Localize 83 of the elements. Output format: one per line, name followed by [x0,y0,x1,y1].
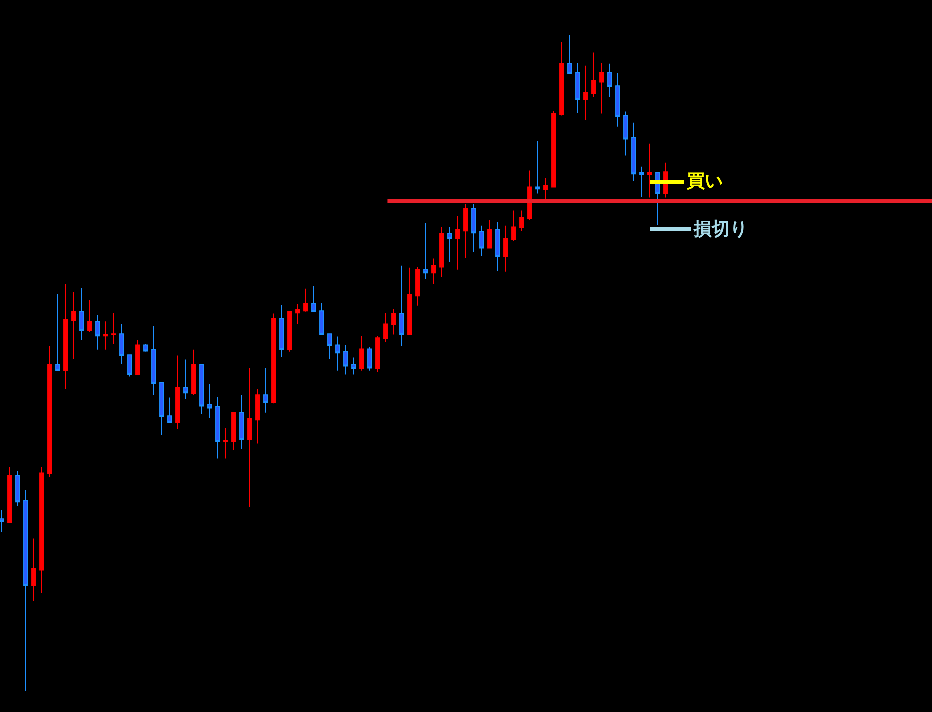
candlestick [312,286,316,312]
candlestick [496,221,500,272]
candlestick [472,204,476,253]
candlestick [88,300,92,333]
candlestick [344,344,348,376]
text: 損切り [693,219,748,240]
candlestick [632,122,636,182]
candlestick [64,284,68,390]
candlestick [168,397,172,424]
candlestick [240,394,244,450]
candlestick [320,302,324,336]
candlestick [384,312,388,343]
candlestick [200,364,204,415]
candlestick [296,303,300,325]
candlestick [120,324,124,365]
candlestick [328,334,332,360]
candlestick [504,225,508,272]
candlestick [144,343,148,352]
candlestick [512,210,516,242]
candlestick [576,62,580,114]
candlestick [272,313,276,404]
candlestick [192,349,196,396]
candlestick [184,359,188,400]
candlestick [8,466,12,524]
candlestick [552,110,556,188]
candlestick [40,466,44,594]
candlestick [136,340,140,376]
candlestick [392,308,396,336]
candlestick [480,225,484,257]
candlestick [376,336,380,373]
candlestick [648,143,652,198]
candlestick [256,388,260,444]
candlestick [336,336,340,372]
candlestick [616,72,620,128]
candlestick [440,226,444,278]
candlestick [448,226,452,262]
candlestick [32,538,36,602]
candlestick [96,314,100,350]
candlestick [152,326,156,396]
candlestick [464,204,468,259]
candlestick [360,336,364,372]
candlestick [568,35,572,74]
candlestick [456,216,460,270]
candlestick [368,346,372,372]
candlestick [280,304,284,358]
candlestick [160,382,164,436]
candlestick [0,509,4,533]
candlestick [416,266,420,306]
candlestick [432,258,436,285]
candlestick [560,42,564,116]
candlestick [520,210,524,232]
candlestick [16,470,20,507]
candlestick [48,345,52,478]
candlestick [544,178,548,200]
candlestick [80,288,84,341]
candlestick [288,310,292,352]
candlestick [248,368,252,508]
candlestick [176,355,180,430]
candlestick [400,265,404,346]
candlestick [72,292,76,360]
candlestick [24,490,28,691]
candlestick [304,288,308,312]
candlestick [624,111,628,156]
candlestick [104,321,108,350]
candlestick [208,383,212,419]
candlestick [488,219,492,249]
candlestick [112,312,116,344]
candlestick [600,62,604,114]
candlestick [592,52,596,98]
candlestick [640,166,644,198]
candlestick [408,267,412,336]
candlestick [584,65,588,121]
candlestick [264,368,268,414]
candlestick [352,357,356,376]
candlestick [232,412,236,451]
candlestick [56,294,60,372]
candlestick [224,427,228,460]
text: 買い [686,171,723,192]
candlestick [536,140,540,194]
candlestick [216,396,220,460]
candlestick [608,63,612,98]
candlestick [424,222,428,280]
candlestick [128,354,132,378]
